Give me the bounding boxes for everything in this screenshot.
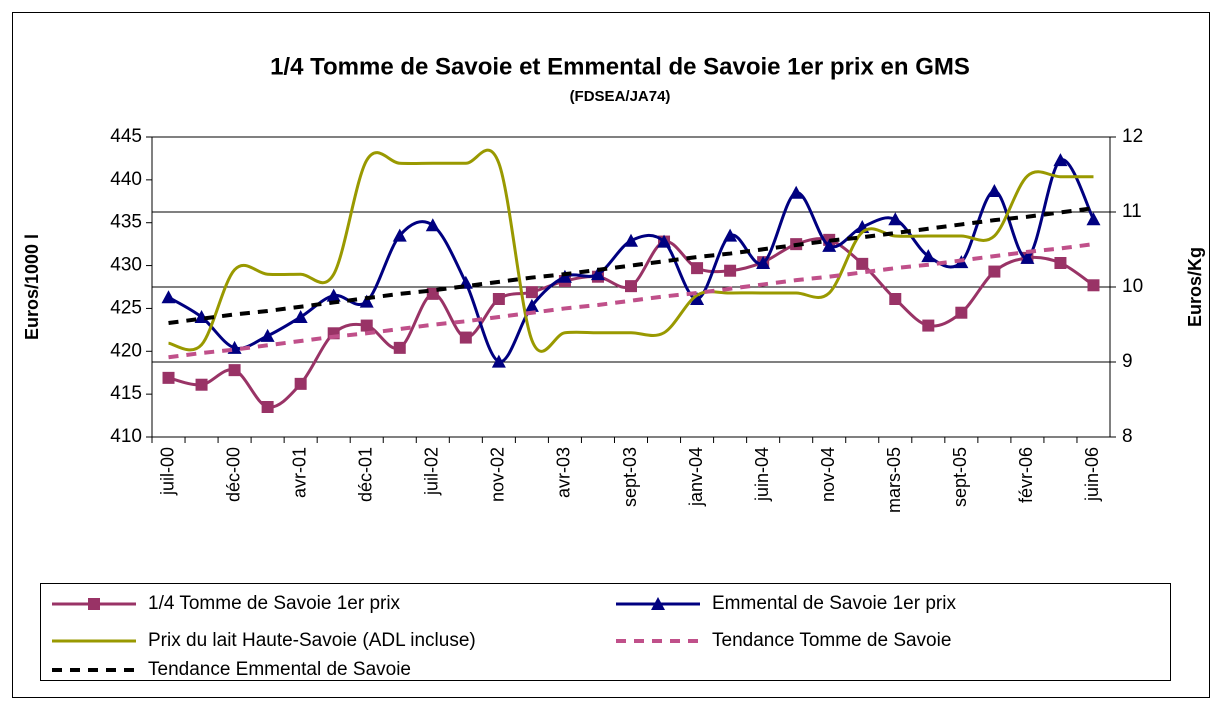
y-tick-label: 440 (110, 169, 142, 190)
marker-square (525, 286, 538, 299)
marker-triangle (326, 288, 341, 302)
marker-triangle (359, 294, 374, 308)
marker-square (724, 264, 737, 277)
marker-square (492, 293, 505, 305)
trend-line (168, 242, 1094, 360)
series-line (168, 148, 1094, 353)
x-tick-label: juin-06 (1082, 447, 1102, 502)
marker-square (426, 287, 439, 300)
marker-square (162, 371, 175, 384)
marker-square (1054, 257, 1067, 269)
x-tick-label: sept-05 (950, 447, 970, 507)
marker-square (393, 341, 406, 354)
x-tick-label: janv-04 (686, 447, 706, 507)
y-tick-label: 445 (110, 126, 142, 147)
marker-square (360, 319, 373, 332)
x-tick-label: avr-03 (554, 447, 574, 498)
x-tick-label: juil-00 (157, 447, 177, 496)
y2-tick-label: 8 (1122, 426, 1133, 447)
marker-triangle (987, 184, 1002, 197)
legend-label: Emmental de Savoie 1er prix (712, 593, 956, 614)
x-tick-label: mars-05 (884, 447, 904, 513)
y-tick-label: 410 (110, 426, 142, 447)
marker-triangle (888, 212, 903, 226)
legend-label: Tendance Tomme de Savoie (712, 630, 951, 651)
trend-line (168, 206, 1094, 325)
x-tick-label: déc-00 (223, 447, 243, 502)
y2-axis-label: Euros/Kg (1185, 247, 1205, 327)
y-tick-label: 425 (110, 297, 142, 318)
marker-triangle (161, 290, 176, 304)
marker-square (261, 401, 274, 413)
marker-square (988, 265, 1001, 278)
x-tick-label: nov-02 (488, 447, 508, 502)
marker-square (922, 319, 935, 332)
chart-title: 1/4 Tomme de Savoie et Emmental de Savoi… (270, 53, 970, 80)
marker-triangle (789, 185, 804, 199)
marker-square (625, 280, 637, 293)
marker-triangle (657, 234, 672, 248)
marker-triangle (392, 228, 407, 242)
marker-triangle (524, 298, 539, 312)
marker-triangle (1020, 250, 1035, 264)
x-tick-label: févr-06 (1016, 447, 1036, 503)
marker-triangle (690, 292, 705, 305)
marker-square (459, 331, 472, 344)
y2-tick-label: 12 (1122, 126, 1143, 147)
legend-label: Prix du lait Haute-Savoie (ADL incluse) (148, 630, 476, 651)
marker-triangle (590, 267, 605, 281)
marker-triangle (651, 597, 665, 610)
marker-triangle (491, 354, 506, 368)
marker-square (856, 257, 869, 270)
marker-square (88, 598, 100, 610)
marker-square (228, 364, 241, 377)
y-tick-label: 420 (110, 340, 142, 361)
marker-triangle (293, 310, 308, 323)
marker-triangle (921, 249, 936, 263)
marker-triangle (756, 256, 771, 269)
marker-triangle (1086, 212, 1101, 226)
marker-triangle (260, 328, 275, 342)
y-axis-label: Euros/1000 l (22, 234, 42, 340)
marker-square (1087, 279, 1100, 292)
legend-box (40, 583, 1171, 681)
marker-triangle (1053, 153, 1068, 167)
y-tick-label: 430 (110, 255, 142, 276)
plot-frame (151, 136, 1111, 438)
legend-label: 1/4 Tomme de Savoie 1er prix (148, 593, 401, 614)
x-tick-label: déc-01 (355, 447, 375, 502)
marker-triangle (557, 269, 572, 283)
x-tick-label: juin-04 (752, 447, 772, 502)
marker-triangle (425, 218, 440, 232)
x-tick-label: nov-04 (818, 447, 838, 502)
marker-triangle (822, 238, 837, 252)
marker-triangle (723, 228, 738, 242)
y-tick-label: 435 (110, 212, 142, 233)
marker-square (889, 293, 902, 305)
marker-square (955, 306, 968, 319)
legend-label: Tendance Emmental de Savoie (148, 659, 411, 680)
y-tick-label: 415 (110, 383, 142, 404)
marker-square (691, 262, 704, 275)
y2-tick-label: 10 (1122, 276, 1143, 297)
x-tick-label: sept-03 (620, 447, 640, 507)
y2-tick-label: 11 (1122, 201, 1142, 222)
y2-tick-label: 9 (1122, 351, 1133, 372)
marker-triangle (624, 233, 638, 247)
marker-square (195, 378, 208, 391)
x-tick-label: avr-01 (289, 447, 309, 498)
chart-subtitle: (FDSEA/JA74) (570, 88, 671, 105)
x-tick-label: juil-02 (422, 447, 442, 496)
marker-square (294, 377, 307, 390)
